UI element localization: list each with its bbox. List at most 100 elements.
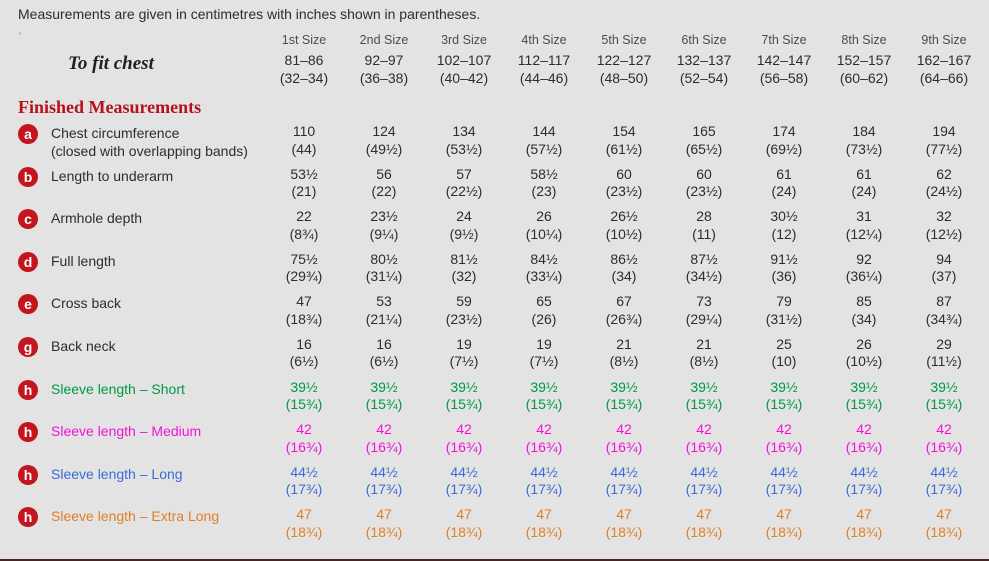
to-fit-chest-value: 112–117 (44–46) bbox=[504, 49, 584, 93]
measurement-row: d Full length 75½ (29¾) 80½ (31¼) 81½ (32) 84½ (3… bbox=[0, 248, 989, 291]
inch-value: (33¼) bbox=[525, 268, 563, 285]
measurement-value-cell: 26 (10¼) bbox=[504, 205, 584, 248]
inch-value: (17¾) bbox=[925, 481, 963, 498]
measurement-row: a Chest circumference (closed with overlap… bbox=[0, 120, 989, 163]
inch-value: (48–50) bbox=[599, 69, 649, 86]
measurement-row: h Sleeve length – Medium 42 (16¾) 42 (16¾) 42(… bbox=[0, 418, 989, 461]
row-label-cell: h Sleeve length – Extra Long bbox=[18, 503, 264, 546]
inch-value: (69½) bbox=[765, 140, 803, 157]
cm-value: 47 bbox=[536, 506, 552, 523]
cm-value: 44½ bbox=[610, 463, 638, 480]
measurement-value-cell: 56 (22) bbox=[344, 163, 424, 206]
row-label: Sleeve length – Short bbox=[51, 380, 185, 397]
to-fit-chest-value: 162–167 (64–66) bbox=[904, 49, 984, 93]
size-header-label: 6th Size bbox=[681, 33, 727, 47]
cm-value: 112–117 bbox=[517, 52, 571, 68]
measurement-value-cell: 60 (23½) bbox=[664, 163, 744, 206]
cm-value: 32 bbox=[936, 208, 952, 225]
measurement-value-cell: 47 (18¾) bbox=[664, 503, 744, 546]
cm-value: 19 bbox=[536, 335, 552, 352]
cm-value: 60 bbox=[696, 165, 712, 182]
measurement-value-cell: 42 (16¾) bbox=[744, 418, 824, 461]
row-label-text: Sleeve length – Short bbox=[51, 379, 185, 399]
cm-value: 28 bbox=[696, 208, 712, 225]
inch-value: (15¾) bbox=[445, 396, 483, 413]
inch-value: (17¾) bbox=[605, 481, 643, 498]
measurement-value-cell: 44½ (17¾) bbox=[424, 461, 504, 504]
size-header-label: 1st Size bbox=[281, 33, 327, 47]
cm-value: 26 bbox=[536, 208, 552, 225]
measurement-value-cell: 57 (22½) bbox=[424, 163, 504, 206]
inch-value: (21) bbox=[291, 183, 317, 200]
measurement-value-cell: 174 (69½) bbox=[744, 120, 824, 163]
inch-value: (12¼) bbox=[845, 225, 883, 242]
row-letter-badge: h bbox=[18, 379, 38, 400]
measurement-value-cell: 42 (16¾) bbox=[824, 418, 904, 461]
size-header-label: 5th Size bbox=[601, 33, 647, 47]
row-label-cell: g Back neck bbox=[18, 333, 264, 376]
row-label-text: Back neck bbox=[51, 336, 116, 356]
row-label-text: Chest circumference (closed with overlapp… bbox=[51, 123, 248, 160]
cm-value: 42 bbox=[936, 421, 952, 438]
inch-value: (10½) bbox=[845, 353, 883, 370]
inch-value: (12) bbox=[771, 225, 797, 242]
measurement-value-cell: 124 (49½) bbox=[344, 120, 424, 163]
cm-value: 44½ bbox=[930, 463, 958, 480]
measurement-value-cell: 47 (18¾) bbox=[584, 503, 664, 546]
cm-value: 94 bbox=[936, 250, 952, 267]
measurement-value-cell: 73 (29¼) bbox=[664, 290, 744, 333]
row-label: Armhole depth bbox=[51, 210, 143, 227]
inch-value: (18¾) bbox=[445, 523, 483, 540]
inch-value: (18¾) bbox=[285, 310, 323, 327]
cm-value: 26½ bbox=[610, 208, 638, 225]
tick-mark: ` bbox=[18, 30, 23, 45]
row-label-text: Sleeve length – Extra Long bbox=[51, 506, 219, 526]
measurement-value-cell: 110 (44) bbox=[264, 120, 344, 163]
inch-value: (17¾) bbox=[525, 481, 563, 498]
cm-value: 47 bbox=[856, 506, 872, 523]
row-label-text: Armhole depth bbox=[51, 208, 142, 228]
cm-value: 42 bbox=[856, 421, 872, 438]
row-letter-badge: b bbox=[18, 166, 38, 187]
measurement-value-cell: 21 (8½) bbox=[584, 333, 664, 376]
cm-value: 142–147 bbox=[756, 52, 812, 68]
cm-value: 110 bbox=[292, 123, 316, 139]
cm-value: 61 bbox=[776, 165, 792, 182]
cm-value: 152–157 bbox=[836, 52, 892, 68]
inch-value: (15¾) bbox=[685, 396, 723, 413]
measurement-value-cell: 47 (18¾) bbox=[744, 503, 824, 546]
inch-value: (15¾) bbox=[605, 396, 643, 413]
inch-value: (23) bbox=[531, 183, 557, 200]
cm-value: 124 bbox=[372, 123, 396, 139]
cm-value: 132–137 bbox=[676, 52, 732, 68]
inch-value: (18¾) bbox=[605, 523, 643, 540]
inch-value: (15¾) bbox=[925, 396, 963, 413]
cm-value: 29 bbox=[936, 335, 952, 352]
inch-value: (7½) bbox=[449, 353, 479, 370]
inch-value: (16¾) bbox=[365, 438, 403, 455]
cm-value: 56 bbox=[376, 165, 392, 182]
measurement-value-cell: 58½ (23) bbox=[504, 163, 584, 206]
measurement-value-cell: 65 (26) bbox=[504, 290, 584, 333]
inch-value: (36) bbox=[771, 268, 797, 285]
inch-value: (34) bbox=[851, 310, 877, 327]
inch-value: (24) bbox=[851, 183, 877, 200]
finished-measurements-title: Finished Measurements bbox=[18, 97, 202, 117]
inch-value: (73½) bbox=[845, 140, 883, 157]
cm-value: 47 bbox=[696, 506, 712, 523]
inch-value: (16¾) bbox=[285, 438, 323, 455]
measurement-value-cell: 28 (11) bbox=[664, 205, 744, 248]
measurement-value-cell: 154 (61½) bbox=[584, 120, 664, 163]
cm-value: 144 bbox=[532, 123, 556, 139]
measurement-value-cell: 92 (36¼) bbox=[824, 248, 904, 291]
measurement-value-cell: 42 (16¾) bbox=[904, 418, 984, 461]
to-fit-chest-value: 92–97 (36–38) bbox=[344, 49, 424, 93]
measurement-value-cell: 144 (57½) bbox=[504, 120, 584, 163]
inch-value: (12½) bbox=[925, 225, 963, 242]
measurement-value-cell: 53 (21¼) bbox=[344, 290, 424, 333]
cm-value: 60 bbox=[616, 165, 632, 182]
cm-value: 25 bbox=[776, 335, 792, 352]
cm-value: 19 bbox=[456, 335, 472, 352]
cm-value: 75½ bbox=[290, 250, 318, 267]
